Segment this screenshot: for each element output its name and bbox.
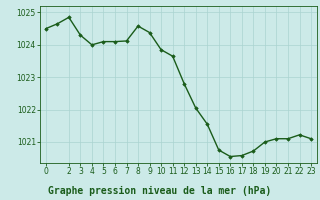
Text: Graphe pression niveau de la mer (hPa): Graphe pression niveau de la mer (hPa) bbox=[48, 186, 272, 196]
